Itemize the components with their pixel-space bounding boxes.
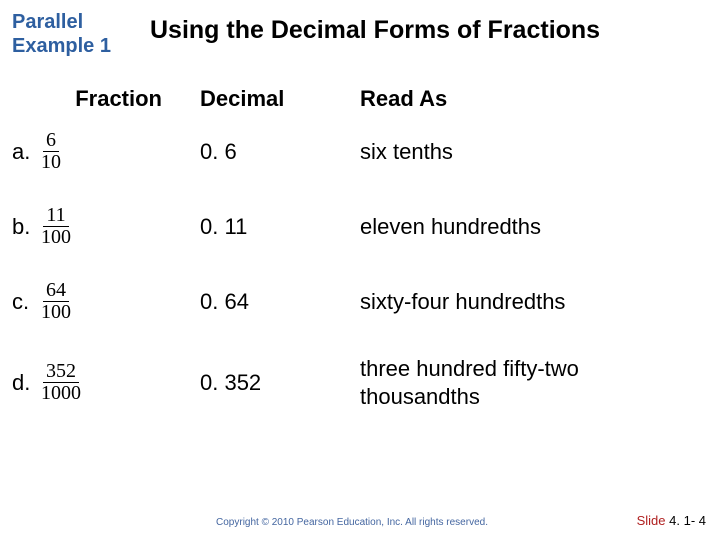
slide-number: Slide 4. 1- 4 (637, 513, 706, 528)
fraction-cell: 11 100 (38, 205, 180, 248)
fraction-table: Fraction Decimal Read As a. 6 10 0. 6 si… (0, 86, 720, 410)
fraction-numerator: 352 (43, 361, 79, 383)
slide-prefix: Slide (637, 513, 670, 528)
table-row: c. 64 100 0. 64 sixty-four hundredths (0, 280, 720, 323)
read-as-text: three hundred fifty-two thousandths (350, 355, 690, 410)
example-label-line1: Parallel (12, 10, 132, 34)
row-letter: c. (0, 289, 38, 315)
fraction-denominator: 1000 (38, 383, 84, 404)
fraction-icon: 11 100 (38, 205, 74, 248)
col-header-read-as: Read As (350, 86, 690, 112)
fraction-denominator: 100 (38, 302, 74, 323)
example-label-line2: Example 1 (12, 34, 132, 58)
decimal-value: 0. 352 (180, 370, 350, 396)
fraction-numerator: 11 (43, 205, 68, 227)
fraction-denominator: 10 (38, 152, 64, 173)
decimal-value: 0. 6 (180, 139, 350, 165)
row-letter: d. (0, 370, 38, 396)
row-letter: b. (0, 214, 38, 240)
example-label: Parallel Example 1 (12, 10, 132, 58)
fraction-icon: 6 10 (38, 130, 64, 173)
fraction-icon: 64 100 (38, 280, 74, 323)
fraction-cell: 64 100 (38, 280, 180, 323)
table-row: b. 11 100 0. 11 eleven hundredths (0, 205, 720, 248)
fraction-cell: 352 1000 (38, 361, 180, 404)
col-header-decimal: Decimal (180, 86, 350, 112)
footer: Copyright © 2010 Pearson Education, Inc.… (0, 517, 720, 528)
page-title: Using the Decimal Forms of Fractions (150, 16, 600, 45)
decimal-value: 0. 11 (180, 214, 350, 240)
decimal-value: 0. 64 (180, 289, 350, 315)
fraction-numerator: 64 (43, 280, 69, 302)
fraction-numerator: 6 (43, 130, 59, 152)
row-letter: a. (0, 139, 38, 165)
column-headers: Fraction Decimal Read As (0, 86, 720, 112)
table-row: d. 352 1000 0. 352 three hundred fifty-t… (0, 355, 720, 410)
read-as-text: six tenths (350, 138, 690, 166)
fraction-cell: 6 10 (38, 130, 180, 173)
fraction-icon: 352 1000 (38, 361, 84, 404)
fraction-denominator: 100 (38, 227, 74, 248)
table-row: a. 6 10 0. 6 six tenths (0, 130, 720, 173)
copyright-text: Copyright © 2010 Pearson Education, Inc.… (0, 517, 704, 528)
col-header-fraction: Fraction (0, 86, 180, 112)
read-as-text: sixty-four hundredths (350, 288, 690, 316)
slide-number-value: 4. 1- 4 (669, 513, 706, 528)
read-as-text: eleven hundredths (350, 213, 690, 241)
